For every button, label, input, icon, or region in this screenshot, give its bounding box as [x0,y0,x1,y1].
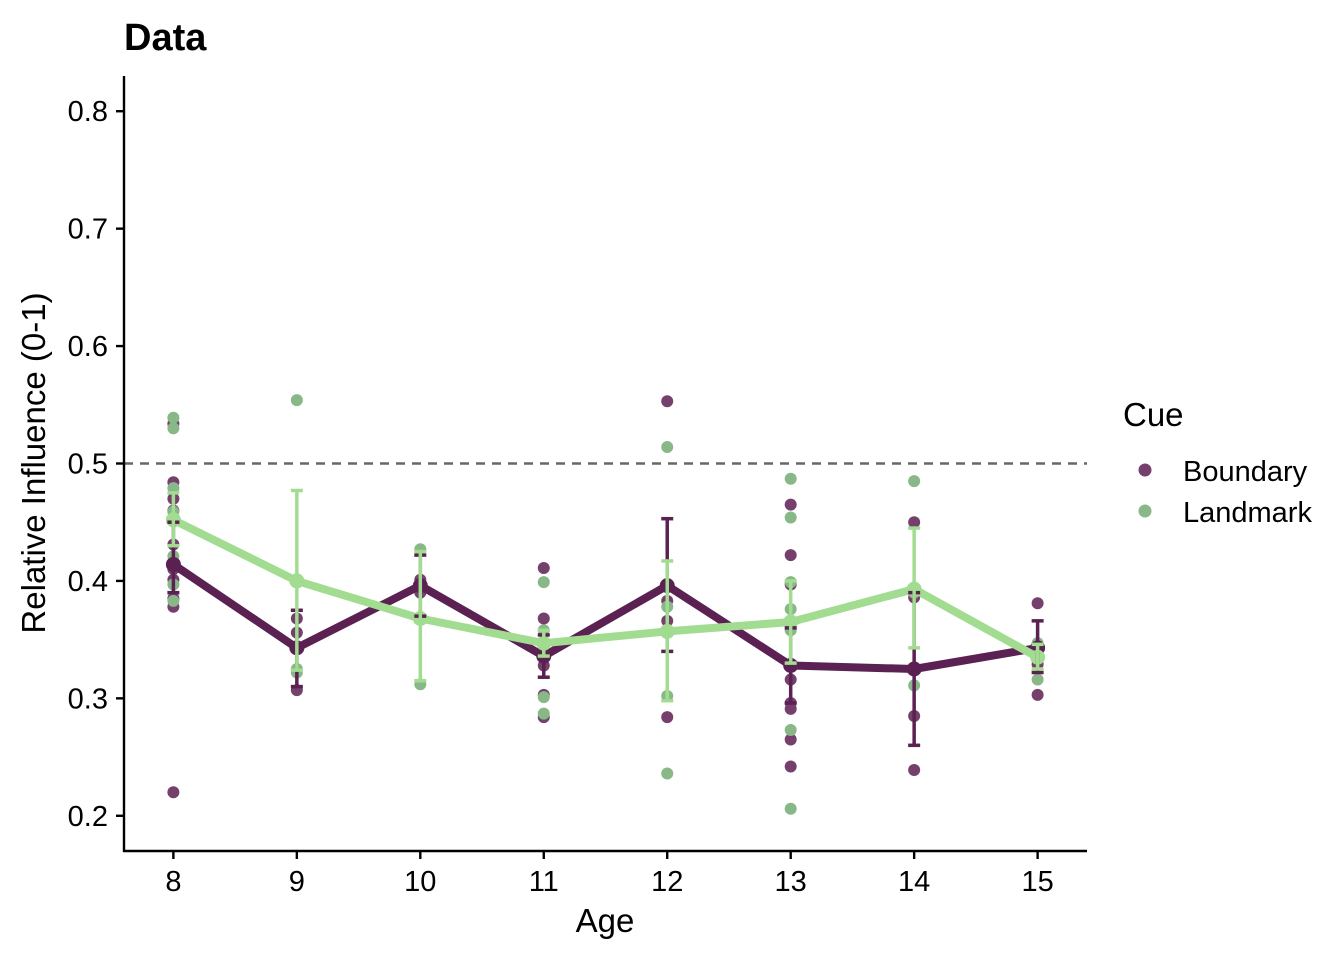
x-tick-label: 14 [898,866,930,898]
data-point-landmark [537,707,550,720]
error-bar-landmark [908,526,921,650]
data-point-landmark [290,394,303,407]
series-line-boundary [169,560,1042,673]
x-tick-label: 12 [651,866,683,898]
data-point-landmark [784,472,797,485]
y-tick-label: 0.4 [68,566,108,598]
data-point-boundary [537,562,550,575]
data-point-boundary [784,760,797,773]
data-point-boundary [784,498,797,511]
legend-label-landmark: Landmark [1183,497,1312,529]
points-layer [167,394,1044,815]
data-point-landmark [537,576,550,589]
error-bar-landmark [167,491,180,548]
data-point-landmark [537,691,550,704]
y-tick-label: 0.6 [68,331,108,363]
error-bar-landmark [290,488,303,672]
error-bar-landmark [661,559,674,703]
data-point-landmark [167,411,180,424]
data-point-boundary [1031,688,1044,701]
data-point-boundary [784,733,797,746]
data-point-boundary [908,516,921,529]
y-tick-label: 0.7 [68,214,108,246]
x-axis-title: Age [576,902,635,939]
legend-label-boundary: Boundary [1183,456,1308,488]
x-tick-label: 10 [404,866,436,898]
error-bar-landmark [537,628,550,658]
y-tick-label: 0.5 [68,449,108,481]
data-point-landmark [167,422,180,435]
series-line-landmark [169,515,1042,662]
legend-marker-landmark [1138,504,1152,518]
data-point-boundary [908,763,921,776]
data-point-boundary [661,395,674,408]
data-point-boundary [537,612,550,625]
data-point-landmark [1031,673,1044,686]
y-tick-label: 0.2 [68,801,108,833]
data-point-boundary [661,711,674,724]
data-point-boundary [784,702,797,715]
data-point-landmark [784,802,797,815]
legend-title: Cue [1123,396,1184,433]
x-tick-label: 9 [289,866,305,898]
legend: Cue Boundary Landmark [1123,396,1312,529]
data-point-boundary [784,549,797,562]
data-point-landmark [908,475,921,488]
axes-layer: 0.2 0.3 0.4 0.5 0.6 0.7 0.8 8 9 10 11 12 13 14 15 [68,76,1087,898]
data-point-landmark [661,441,674,454]
data-point-landmark [167,594,180,607]
data-point-landmark [784,511,797,524]
x-tick-label: 11 [529,866,559,898]
y-tick-label: 0.8 [68,96,108,128]
chart-title: Data [124,17,207,59]
data-point-boundary [1031,597,1044,610]
x-tick-label: 15 [1021,866,1053,898]
error-bar-landmark [1031,642,1044,671]
y-axis-title: Relative Influence (0-1) [15,292,52,633]
data-point-landmark [784,724,797,737]
x-tick-label: 13 [775,866,807,898]
error-bar-landmark [414,549,427,683]
error-bar-landmark [784,579,797,665]
x-tick-label: 8 [165,866,181,898]
legend-marker-boundary [1138,463,1152,477]
data-point-boundary [167,786,180,799]
data-point-landmark [661,767,674,780]
error-bars-layer [167,488,1044,748]
y-tick-label: 0.3 [68,683,108,715]
